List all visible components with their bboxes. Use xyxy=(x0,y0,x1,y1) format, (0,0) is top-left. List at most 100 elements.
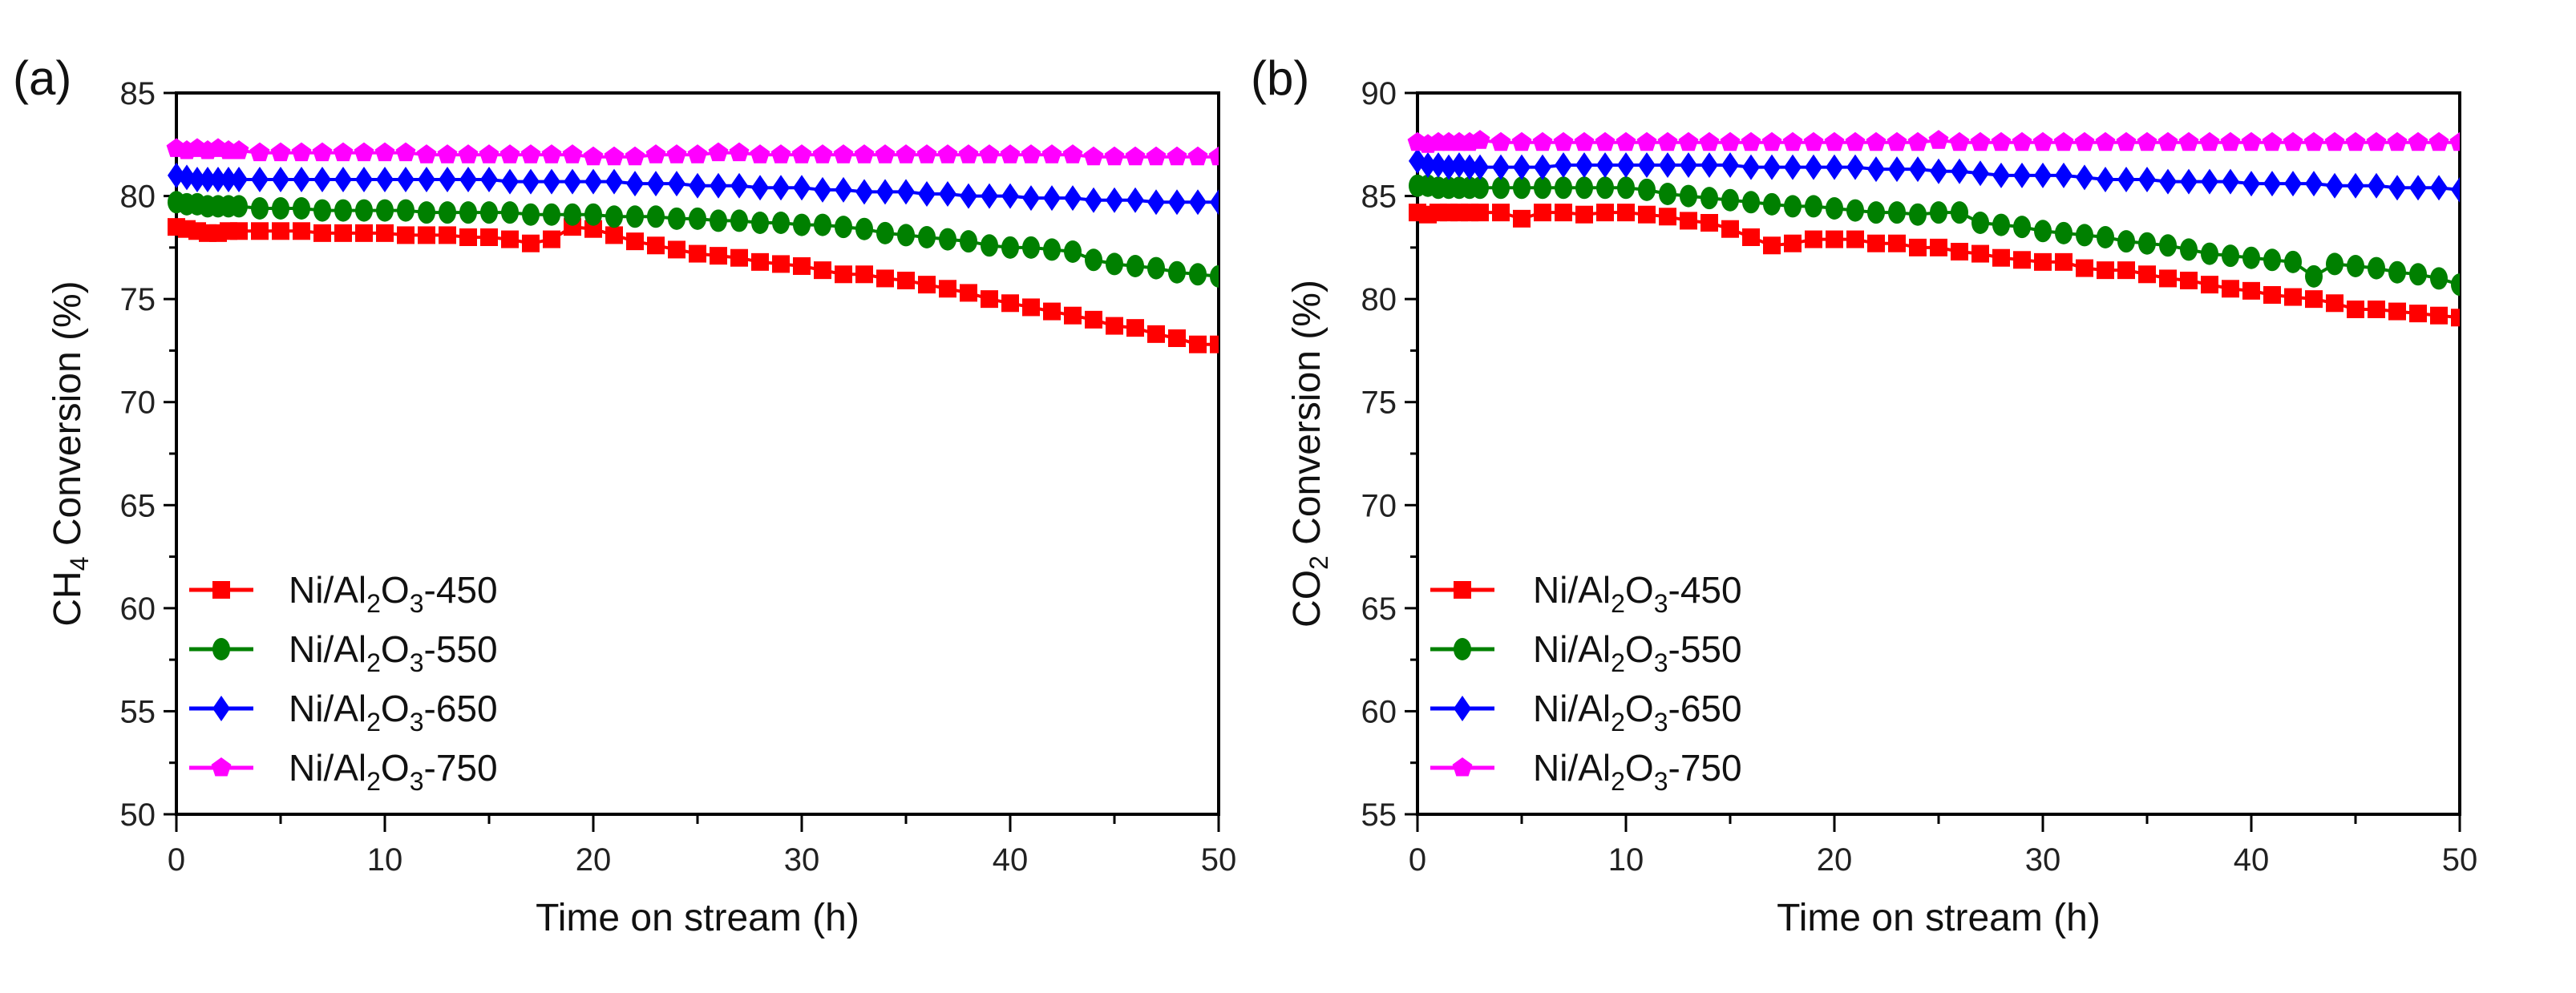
data-point xyxy=(376,224,394,242)
data-point xyxy=(2180,238,2198,261)
data-point xyxy=(1846,154,1864,180)
data-point xyxy=(855,179,873,205)
data-point xyxy=(1492,204,1510,222)
data-point xyxy=(313,199,331,222)
data-point xyxy=(2034,220,2052,243)
data-point xyxy=(1782,131,1803,151)
data-point xyxy=(710,209,727,232)
series-ni-al2o3-650 xyxy=(168,162,1219,216)
data-point xyxy=(1867,234,1885,252)
legend-label-part: O xyxy=(381,628,410,670)
data-point xyxy=(2180,168,2198,195)
data-point xyxy=(958,144,979,163)
legend-label-part: Ni/Al xyxy=(289,688,366,729)
legend-label-part: Ni/Al xyxy=(289,569,366,611)
data-point xyxy=(730,209,748,232)
data-point xyxy=(1763,236,1781,255)
legend-label-subscript: 3 xyxy=(1654,708,1668,737)
data-point xyxy=(543,168,560,195)
data-point xyxy=(272,222,289,240)
data-point xyxy=(793,175,811,201)
data-point xyxy=(1511,131,1532,151)
x-tick-label: 40 xyxy=(2234,842,2270,878)
legend-label: Ni/Al2O3-650 xyxy=(1533,688,1742,737)
legend-label-part: -450 xyxy=(1668,569,1742,611)
data-point xyxy=(480,228,498,246)
y-tick-label: 65 xyxy=(120,488,156,523)
data-point xyxy=(1596,152,1614,178)
data-point xyxy=(1189,335,1207,353)
data-point xyxy=(2284,171,2302,197)
data-point xyxy=(1043,302,1061,321)
data-point xyxy=(1126,187,1144,213)
legend-label-part: Ni/Al xyxy=(289,747,366,789)
legend-label-part: O xyxy=(1625,628,1654,670)
y-axis-title-subscript: 2 xyxy=(1304,555,1333,570)
data-point xyxy=(2159,234,2177,257)
data-point xyxy=(2430,175,2448,201)
data-point xyxy=(960,230,977,253)
data-point xyxy=(459,201,477,224)
data-point xyxy=(1208,146,1219,166)
data-point xyxy=(1001,183,1019,209)
data-point xyxy=(1888,156,1906,183)
series-ni-al2o3-450 xyxy=(1409,204,2460,327)
y-tick-label: 60 xyxy=(120,591,156,627)
data-point xyxy=(668,171,685,197)
data-point xyxy=(543,230,560,248)
data-point xyxy=(2449,131,2460,151)
data-point xyxy=(2368,256,2385,280)
data-point xyxy=(876,269,894,288)
data-point xyxy=(2451,273,2460,297)
data-point xyxy=(2428,131,2449,151)
data-point xyxy=(2368,172,2385,199)
data-point xyxy=(293,197,310,220)
data-point xyxy=(1106,317,1123,335)
data-point xyxy=(459,167,477,192)
data-point xyxy=(1106,187,1123,213)
data-point xyxy=(2347,172,2364,199)
y-tick-label: 70 xyxy=(120,385,156,421)
data-point xyxy=(876,179,894,205)
data-point xyxy=(2034,252,2052,271)
data-point xyxy=(1803,131,1824,151)
data-point xyxy=(1680,152,1697,178)
legend-label-subscript: 2 xyxy=(1611,589,1625,618)
data-point xyxy=(2055,162,2073,188)
y-tick-label: 80 xyxy=(1361,282,1397,317)
data-point xyxy=(249,142,270,162)
x-tick-label: 10 xyxy=(367,842,403,878)
data-point xyxy=(1440,154,1458,180)
legend-item: Ni/Al2O3-450 xyxy=(189,569,498,618)
data-point xyxy=(1168,189,1186,216)
data-point xyxy=(1680,212,1697,230)
data-point xyxy=(1147,256,1165,280)
data-point xyxy=(2116,131,2137,151)
legend-label-part: -550 xyxy=(424,628,498,670)
data-point xyxy=(2388,260,2406,284)
data-point xyxy=(2326,294,2343,313)
data-point xyxy=(1064,240,1082,263)
data-point xyxy=(1720,131,1741,151)
data-point xyxy=(2138,265,2156,284)
data-point xyxy=(2222,244,2239,268)
data-point xyxy=(1574,131,1595,151)
data-point xyxy=(1461,154,1478,180)
data-point xyxy=(272,167,289,192)
data-point xyxy=(1909,156,1927,183)
data-point xyxy=(1085,310,1102,329)
data-point xyxy=(605,226,623,244)
data-point xyxy=(2284,250,2302,273)
data-point xyxy=(1992,213,2010,236)
data-point xyxy=(2074,131,2095,151)
data-point xyxy=(1064,306,1082,325)
data-point xyxy=(689,172,706,199)
y-axis-title: CO2 Conversion (%) xyxy=(1286,280,1333,628)
data-point xyxy=(647,236,665,255)
data-point xyxy=(2303,131,2324,151)
data-point xyxy=(1064,185,1082,212)
data-point xyxy=(480,201,498,224)
data-point xyxy=(251,197,269,220)
data-point xyxy=(2430,267,2448,290)
data-point xyxy=(2326,172,2343,199)
